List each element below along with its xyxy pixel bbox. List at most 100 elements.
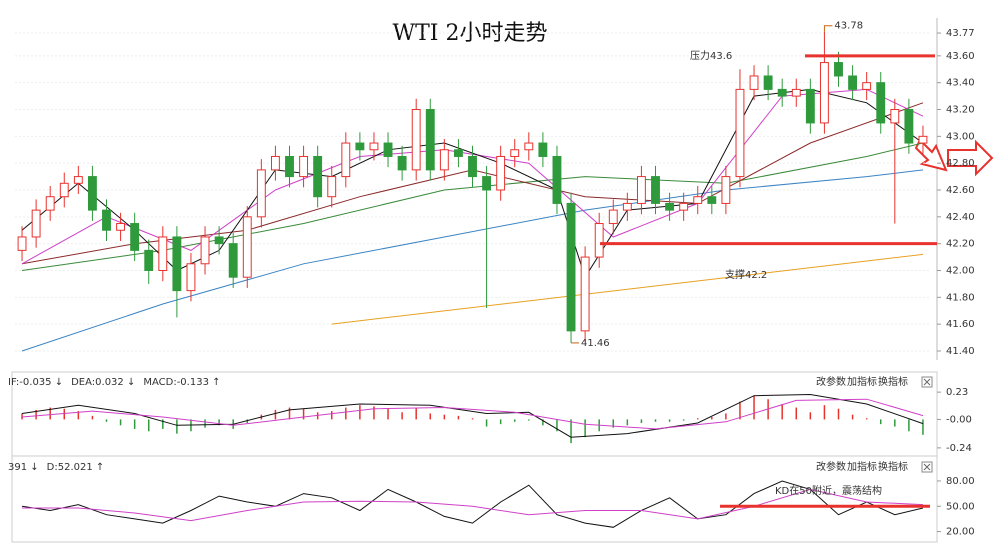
candle-body: [805, 88, 815, 124]
y-tick-label: 43.40: [946, 78, 975, 89]
candle-body: [636, 176, 646, 204]
ma-line: [21, 480, 924, 528]
candle-body: [87, 176, 97, 211]
candle-body: [468, 155, 477, 178]
y-tick-label: 50.00: [946, 501, 975, 512]
candle-body: [186, 263, 196, 292]
y-tick-label: 42.40: [946, 212, 975, 223]
candle-body: [665, 202, 675, 211]
candle-body: [819, 62, 829, 124]
candle-body: [834, 62, 843, 77]
candle-body: [580, 256, 590, 332]
ma-line: [331, 253, 924, 325]
candle-body: [172, 236, 182, 292]
candle-body: [256, 169, 266, 218]
support-label: 支撑42.2: [725, 268, 767, 281]
candle-body: [341, 142, 351, 178]
indicator-button[interactable]: 加指标: [847, 460, 877, 473]
candle-body: [59, 182, 69, 198]
y-tick-label: 41.80: [946, 292, 975, 303]
y-tick-label: 43.00: [946, 131, 975, 142]
ma-line: [21, 169, 924, 352]
candle-body: [425, 109, 435, 171]
resistance-label: 压力43.6: [690, 49, 732, 62]
candle-body: [538, 142, 548, 157]
candle-body: [552, 155, 562, 204]
indicator-button[interactable]: 改参数: [816, 460, 846, 473]
y-tick-label: -0.00: [946, 414, 972, 425]
candle-body: [608, 209, 618, 225]
candle-body: [439, 149, 449, 171]
low-label: 41.46: [581, 338, 610, 349]
candle-body: [496, 155, 506, 191]
candle-body: [453, 149, 463, 157]
y-tick-label: 43.20: [946, 105, 975, 116]
candle-body: [777, 88, 787, 97]
candle-body: [200, 236, 210, 265]
candle-body: [45, 196, 55, 211]
candle-body: [721, 176, 731, 204]
y-tick-label: 43.60: [946, 51, 975, 62]
indicator-button[interactable]: 加指标: [847, 375, 877, 388]
candle-body: [862, 82, 872, 90]
candle-body: [651, 176, 660, 204]
y-tick-label: 42.60: [946, 185, 975, 196]
candle-body: [369, 142, 379, 151]
candle-body: [130, 223, 140, 251]
y-tick-label: 80.00: [946, 476, 975, 487]
high-label: 43.78: [834, 21, 863, 32]
candle-body: [482, 176, 492, 191]
candle-body: [17, 236, 27, 251]
kd-note: KD在50附近，震荡结构: [775, 484, 882, 497]
candle-body: [918, 135, 928, 144]
indicator-value: DEA:0.032 ↓: [71, 377, 135, 388]
close-icon: [923, 463, 931, 471]
candle-body: [158, 236, 168, 271]
ma-line: [21, 393, 924, 438]
indicator-button[interactable]: 换指标: [878, 460, 908, 473]
candle-body: [214, 236, 224, 245]
indicator-value: IF:-0.035 ↓: [8, 377, 63, 388]
candle-body: [510, 149, 520, 157]
ma-line: [22, 488, 924, 522]
candle-body: [299, 155, 309, 178]
y-tick-label: 41.40: [946, 346, 975, 357]
candle-body: [355, 142, 365, 151]
candle-body: [876, 82, 886, 124]
candle-body: [848, 75, 858, 90]
y-tick-label: 41.60: [946, 319, 975, 330]
candle-body: [144, 249, 154, 271]
candle-body: [622, 202, 632, 211]
candle-body: [411, 109, 421, 171]
chart-title: WTI 2小时走势: [393, 21, 548, 46]
y-tick-label: 42.20: [946, 239, 975, 250]
candle-body: [707, 196, 717, 204]
y-tick-label: 42.00: [946, 265, 975, 276]
candle-body: [285, 155, 294, 178]
ma-line: [21, 142, 924, 271]
high-pointer: [823, 25, 833, 32]
candle-body: [566, 202, 576, 332]
y-tick-label: 43.77: [946, 28, 975, 39]
y-tick-label: 42.80: [946, 158, 975, 169]
candle-body: [693, 196, 703, 204]
candle-body: [313, 155, 323, 198]
candle-body: [31, 209, 41, 238]
candle-body: [791, 88, 801, 97]
candle-body: [73, 176, 83, 184]
close-icon: [923, 378, 931, 386]
candle-body: [397, 155, 407, 171]
candle-body: [228, 243, 238, 278]
candle-body: [524, 142, 534, 151]
candle-body: [763, 75, 773, 90]
y-tick-label: 0.23: [946, 387, 968, 398]
indicator-button[interactable]: 换指标: [878, 375, 908, 388]
ma-line: [21, 398, 924, 430]
indicator-value: 391 ↓: [8, 462, 39, 473]
arrow-down: [914, 138, 948, 172]
indicator-button[interactable]: 改参数: [816, 375, 846, 388]
candle-body: [327, 176, 337, 198]
candle-body: [749, 75, 759, 90]
